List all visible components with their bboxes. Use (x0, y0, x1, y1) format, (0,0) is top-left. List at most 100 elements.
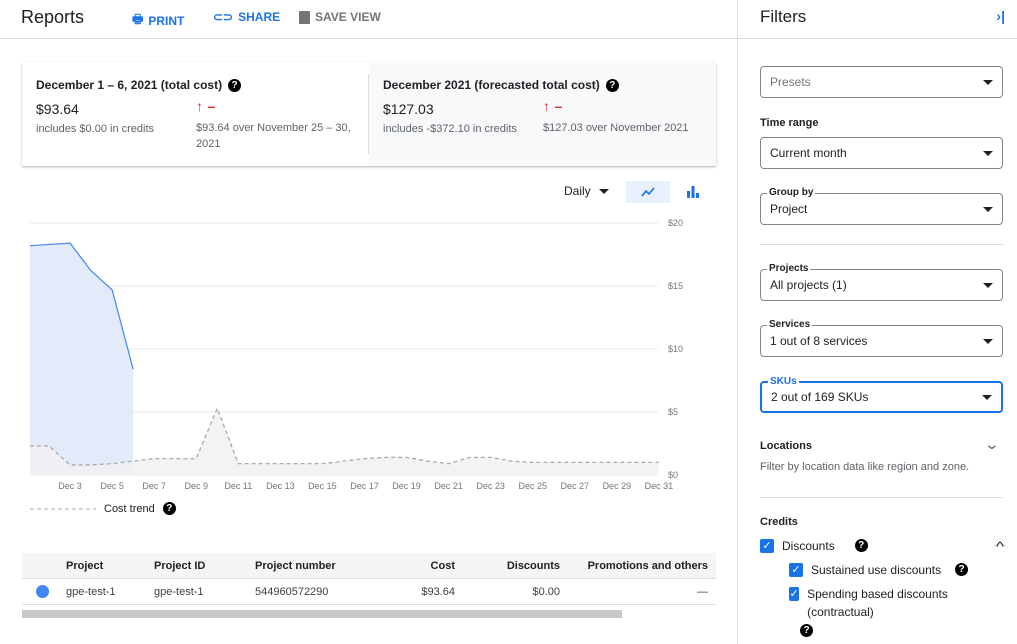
time-range-select[interactable]: Current month (760, 137, 1003, 169)
y-tick-label: $20 (668, 218, 683, 228)
collapse-discounts-chevron-icon[interactable]: ^ (995, 539, 1005, 554)
y-tick-label: $15 (668, 281, 683, 291)
col-cost[interactable]: Cost (430, 559, 455, 572)
delta-text: $93.64 over November 25 – 30, 2021 (196, 122, 351, 150)
share-label: SHARE (238, 10, 281, 24)
cell-project: gpe-test-1 (66, 585, 116, 598)
group-by-label: Group by (767, 187, 816, 198)
credits-label: Credits (760, 516, 798, 528)
cost-chart: $0 $5 $10 $15 $20 Dec 3 Dec 5 Dec 7 Dec 9 Dec 11 D… (29, 218, 683, 491)
cell-discounts: $0.00 (532, 585, 560, 598)
arrow-up-icon: ↑ (543, 98, 550, 114)
col-promotions[interactable]: Promotions and others (587, 559, 708, 572)
summary-title: December 2021 (forecasted total cost) (383, 78, 600, 92)
services-select[interactable]: Services 1 out of 8 services (760, 319, 1003, 357)
x-tick-label: Dec 31 (645, 481, 674, 491)
x-tick-label: Dec 17 (350, 481, 379, 491)
dropdown-arrow-icon (983, 282, 993, 288)
x-tick-label: Dec 13 (266, 481, 295, 491)
legend: Cost trend ? (30, 502, 176, 515)
services-label: Services (767, 319, 813, 330)
granularity-select[interactable]: Daily (564, 184, 609, 198)
x-tick-label: Dec 7 (142, 481, 166, 491)
horizontal-scrollbar[interactable] (22, 610, 622, 618)
cell-cost: $93.64 (421, 585, 455, 598)
dropdown-arrow-icon (598, 188, 609, 194)
projects-select[interactable]: Projects All projects (1) (760, 263, 1003, 301)
divider (368, 74, 369, 154)
help-icon[interactable]: ? (800, 624, 813, 637)
col-discounts[interactable]: Discounts (506, 559, 560, 572)
discounts-checkbox-row: ✓ Discounts ? ^ (760, 539, 1005, 554)
save-view-button[interactable]: SAVE VIEW (299, 10, 381, 24)
locations-label: Locations (760, 440, 812, 452)
dropdown-arrow-icon (983, 338, 993, 344)
x-tick-label: Dec 15 (308, 481, 337, 491)
skus-value: 2 out of 169 SKUs (771, 390, 869, 404)
help-icon[interactable]: ? (854, 539, 868, 552)
group-by-select[interactable]: Group by Project (760, 187, 1003, 225)
discounts-checkbox[interactable]: ✓ (760, 539, 774, 553)
print-label: PRINT (148, 13, 185, 28)
collapse-panel-icon[interactable]: ›| (996, 8, 1005, 24)
spending-based-label: Spending based discounts (contractual) (807, 587, 948, 619)
x-tick-label: Dec 9 (184, 481, 208, 491)
col-project[interactable]: Project (66, 559, 104, 572)
x-tick-label: Dec 27 (561, 481, 590, 491)
col-project-number[interactable]: Project number (255, 559, 336, 572)
help-icon[interactable]: ? (605, 78, 619, 92)
save-view-label: SAVE VIEW (315, 10, 381, 24)
dropdown-arrow-icon (983, 79, 993, 85)
legend-cost-trend: Cost trend (104, 502, 155, 515)
help-icon[interactable]: ? (228, 78, 242, 92)
link-icon: ⊂⊃ (213, 10, 234, 24)
help-icon[interactable]: ? (162, 502, 176, 515)
divider (738, 38, 1017, 39)
print-button[interactable]: 🖶 PRINT (132, 10, 184, 31)
legend-dashed-line-icon (30, 508, 96, 509)
divider (760, 244, 1003, 245)
spending-checkbox-row: ✓ Spending based discounts (contractual) (789, 587, 959, 621)
x-tick-label: Dec 23 (476, 481, 505, 491)
help-icon[interactable]: ? (955, 563, 969, 576)
bar-chart-icon (687, 186, 699, 198)
share-button[interactable]: ⊂⊃ SHARE (213, 10, 280, 24)
print-icon: 🖶 (132, 12, 144, 26)
arrow-up-icon: ↑ (196, 98, 203, 114)
projects-label: Projects (767, 263, 811, 274)
cost-series-line (29, 242, 134, 370)
cell-promotions: — (697, 585, 708, 598)
cell-project-number: 544960572290 (255, 585, 329, 598)
group-by-value: Project (770, 202, 808, 216)
y-tick-label: $5 (668, 407, 678, 417)
dropdown-arrow-icon (983, 150, 993, 156)
x-tick-label: Dec 3 (58, 481, 82, 491)
delta-value: – (207, 98, 216, 114)
sustained-use-label: Sustained use discounts (811, 563, 942, 577)
presets-select[interactable]: Presets (760, 66, 1003, 98)
skus-select[interactable]: SKUs 2 out of 169 SKUs (760, 376, 1003, 413)
spending-based-checkbox[interactable]: ✓ (789, 587, 800, 601)
dropdown-arrow-icon (983, 206, 993, 212)
page-title: Reports (21, 7, 85, 27)
col-project-id[interactable]: Project ID (154, 559, 206, 572)
time-range-value: Current month (770, 146, 847, 160)
line-chart-toggle[interactable] (626, 181, 670, 203)
summary-title: December 1 – 6, 2021 (total cost) (36, 78, 223, 92)
projects-value: All projects (1) (770, 278, 847, 292)
series-color-dot (36, 585, 49, 598)
summary-credits: includes $0.00 in credits (36, 123, 155, 135)
cost-series-area (30, 243, 134, 475)
sustained-checkbox-row: ✓ Sustained use discounts ? (789, 563, 969, 577)
cell-project-id: gpe-test-1 (154, 585, 204, 598)
y-tick-label: $10 (668, 344, 683, 354)
presets-placeholder: Presets (770, 75, 811, 89)
expand-locations-chevron-icon[interactable]: ⌄ (983, 436, 1001, 452)
discounts-label: Discounts (782, 539, 835, 553)
bar-chart-toggle[interactable] (671, 181, 715, 203)
sustained-use-checkbox[interactable]: ✓ (789, 563, 803, 577)
summary-amount: $127.03 (383, 101, 434, 117)
filters-panel: Filters ›| Presets Time range Current mo… (737, 0, 1017, 644)
x-tick-label: Dec 21 (434, 481, 463, 491)
divider (760, 497, 1003, 498)
